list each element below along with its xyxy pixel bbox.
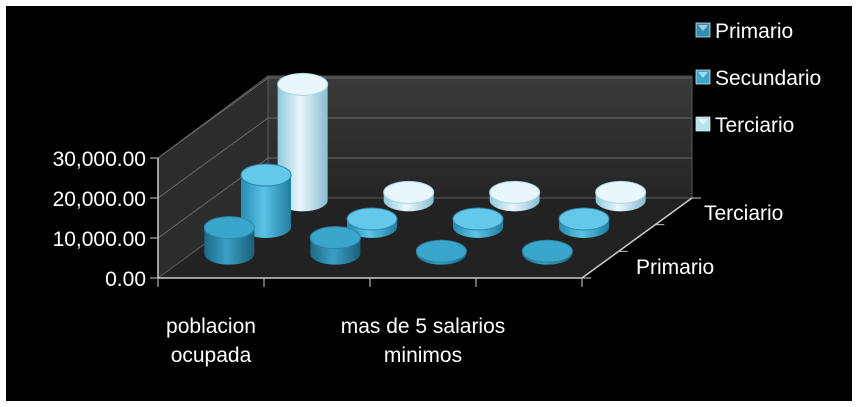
bar-top (489, 180, 541, 204)
gridline (157, 117, 692, 199)
legend-swatch-highlight (698, 72, 708, 78)
depth-axis-label: Terciario (704, 202, 783, 225)
gridlines (150, 77, 692, 279)
bar-top (346, 207, 398, 231)
bar-secundario-2 (346, 207, 398, 238)
bar-terciario-3 (489, 180, 541, 212)
legend-swatch-highlight (698, 119, 708, 125)
depth-axis-line (581, 197, 693, 279)
y-tick-label: 20,000.00 (53, 188, 146, 211)
bar-top (415, 239, 467, 263)
bar-body (241, 175, 291, 238)
axes (157, 158, 701, 287)
bar-top (521, 239, 573, 263)
bar-primario-4 (521, 239, 573, 265)
legend-entry-terciario: Terciario (695, 114, 794, 137)
gridline (157, 157, 692, 239)
bar-terciario-2 (383, 180, 435, 212)
bar-primario-2 (309, 226, 361, 265)
y-tick-label: 30,000.00 (53, 148, 146, 171)
back-wall (267, 75, 693, 199)
y-axis-tick-labels: 0.00 10,000.00 20,000.00 30,000.00 (53, 148, 146, 291)
bar-top (203, 216, 255, 240)
legend-entry-primario: Primario (695, 20, 793, 43)
bar-terciario-4 (595, 180, 647, 212)
x-category-label: ocupada (171, 344, 252, 367)
bar-secundario-3 (452, 207, 504, 238)
gridline (157, 77, 692, 159)
chart-area: 0.00 10,000.00 20,000.00 30,000.00 poblacio… (6, 6, 852, 401)
legend-label: Primario (715, 20, 793, 43)
legend-label: Secundario (715, 67, 821, 90)
legend-label: Terciario (715, 114, 794, 137)
bar-top (277, 72, 329, 96)
x-axis-category-labels: poblacion ocupada mas de 5 salarios minimos (166, 315, 505, 367)
bar-primario-1 (203, 216, 255, 265)
bar-top (309, 226, 361, 250)
bars (203, 72, 647, 265)
bar-top (558, 207, 610, 231)
bar-secundario-4 (558, 207, 610, 238)
bar-top (595, 180, 647, 204)
x-category-label: minimos (384, 344, 462, 367)
legend-swatch-highlight (698, 25, 708, 31)
depth-axis-labels: Primario Terciario (636, 202, 783, 279)
y-tick-label: 0.00 (105, 268, 146, 291)
bar-top (452, 207, 504, 231)
legend: Primario Secundario Terciario (695, 20, 821, 137)
y-tick-label: 10,000.00 (53, 228, 146, 251)
bar-top (240, 163, 292, 187)
bar-primario-3 (415, 239, 467, 265)
chart-svg: 0.00 10,000.00 20,000.00 30,000.00 poblacio… (53, 20, 822, 367)
x-category-label: poblacion (166, 315, 256, 338)
legend-entry-secundario: Secundario (695, 67, 821, 90)
bar-top (383, 180, 435, 204)
x-category-label: mas de 5 salarios (341, 315, 506, 338)
bar-secundario-1 (240, 163, 292, 238)
depth-axis-label: Primario (636, 256, 714, 279)
